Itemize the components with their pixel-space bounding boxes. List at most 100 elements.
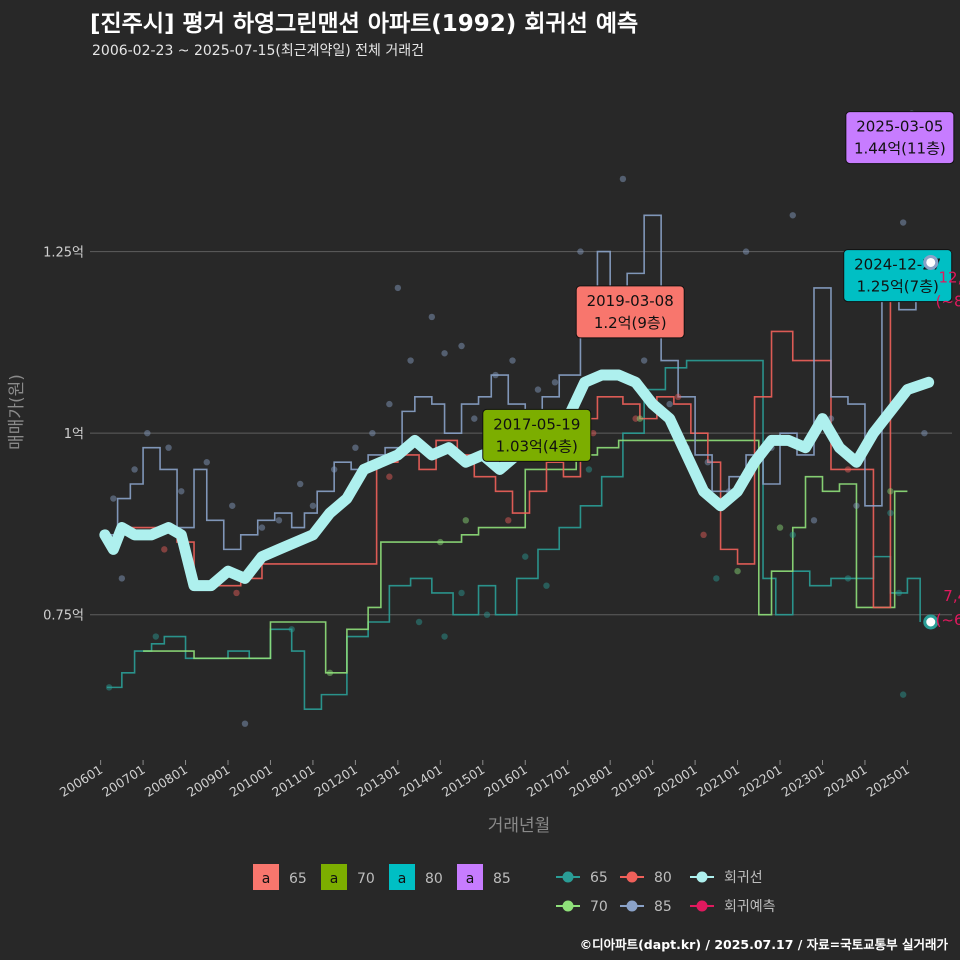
y-tick-label: 0.75억 xyxy=(43,609,84,624)
scatter-point xyxy=(178,488,185,495)
y-axis-ticks: 0.75억 1억 1.25억 xyxy=(43,246,84,624)
x-tick-label: 200801 xyxy=(142,762,190,800)
scatter-point xyxy=(776,524,784,531)
series-lines xyxy=(104,214,926,710)
scatter-point xyxy=(505,517,512,524)
scatter-point xyxy=(534,386,542,393)
scatter-point xyxy=(369,429,376,437)
scatter-point xyxy=(899,691,907,698)
scatter-point xyxy=(233,589,240,597)
scatter-point xyxy=(700,531,707,539)
callout-box xyxy=(845,111,955,165)
series-line-70 xyxy=(143,439,908,674)
scatter-point xyxy=(492,371,499,379)
legend-area-letter: a xyxy=(330,871,339,887)
scatter-point xyxy=(441,350,448,357)
x-tick-label: 202101 xyxy=(694,762,742,800)
callout-value: 1.25억(7층) xyxy=(857,278,939,296)
scatter-point xyxy=(275,517,283,524)
scatter-point xyxy=(640,357,648,364)
x-tick-label: 201001 xyxy=(227,762,275,800)
scatter-point xyxy=(887,509,894,517)
callout-value: 1.2억(9층) xyxy=(594,314,667,332)
callout-value: 1.03억(4층) xyxy=(496,437,578,455)
legend-area-swatch xyxy=(457,864,483,890)
scatter-point xyxy=(352,444,359,451)
legend-series-label: 회귀선 xyxy=(724,870,763,886)
chart-subtitle: 2006-02-23 ~ 2025-07-15(최근계약일) 전체 거래건 xyxy=(92,43,424,59)
scatter-point xyxy=(407,357,414,364)
scatter-point xyxy=(386,400,393,408)
end-value-label: 7,400 xyxy=(943,587,960,605)
callout-box xyxy=(482,408,592,462)
x-tick-label: 201401 xyxy=(396,762,444,800)
scatter-point xyxy=(619,175,627,183)
legend-area-letter: a xyxy=(262,871,271,887)
x-tick-label: 202401 xyxy=(821,762,869,800)
scatter-point xyxy=(713,575,720,582)
legend-series-label: 65 xyxy=(590,870,608,886)
x-tick-label: 201901 xyxy=(609,762,657,800)
scatter-point xyxy=(853,502,860,509)
callout-date: 2019-03-08 xyxy=(587,292,674,310)
scatter-point xyxy=(585,466,593,473)
callout-box xyxy=(575,285,685,339)
scatter-point xyxy=(462,517,469,524)
legend-area-swatch xyxy=(253,864,279,890)
scatter-point xyxy=(241,720,249,727)
scatter-point xyxy=(428,313,436,321)
scatter-point xyxy=(441,633,448,640)
legend-area-letter: a xyxy=(466,871,475,887)
y-tick-label: 1억 xyxy=(64,427,84,442)
legend-area-label: 80 xyxy=(425,871,443,887)
legend-series-dot xyxy=(696,900,708,912)
legend-series-dot xyxy=(562,900,574,912)
legend-series-dot xyxy=(562,871,574,883)
scatter-point xyxy=(458,342,465,350)
end-labels: 12,325 (~85㎡) 7,400 (~65㎡) xyxy=(923,254,960,630)
scatter-point xyxy=(844,466,852,473)
x-tick-label: 201801 xyxy=(566,762,614,800)
scatter-point xyxy=(522,553,529,560)
scatter-point xyxy=(632,415,639,422)
x-tick-label: 202501 xyxy=(864,762,912,800)
y-tick-label: 1.25억 xyxy=(43,246,84,261)
legend-area-label: 65 xyxy=(289,871,307,887)
scatter-point xyxy=(509,357,516,364)
scatter-point xyxy=(483,611,491,618)
scatter-point xyxy=(296,480,304,488)
scatter-point xyxy=(899,219,907,226)
callout-date: 2024-12-27 xyxy=(854,256,941,274)
scatter-point xyxy=(258,524,266,531)
x-tick-label: 200601 xyxy=(57,762,105,800)
scatter-point xyxy=(203,459,210,466)
legend-area-letter: a xyxy=(398,871,407,887)
scatter-point xyxy=(887,488,894,495)
scatter-point xyxy=(144,429,151,437)
scatter-point xyxy=(734,567,741,575)
scatter-point xyxy=(330,466,338,473)
legend-area-swatch xyxy=(321,864,347,890)
legend-series-label: 70 xyxy=(590,899,608,915)
scatter-point xyxy=(742,248,750,255)
scatter-point xyxy=(437,538,444,546)
scatter-point xyxy=(110,495,117,502)
end-area-label: (~65㎡) xyxy=(936,611,960,629)
scatter-point xyxy=(789,212,796,219)
scatter-point xyxy=(543,582,550,589)
x-axis-ticks: 2006012007012008012009012010012011012012… xyxy=(57,760,912,800)
scatter-point xyxy=(394,284,402,292)
end-marker xyxy=(923,614,939,630)
legend-area-label: 70 xyxy=(357,871,375,887)
x-tick-label: 200701 xyxy=(99,762,147,800)
x-tick-label: 201201 xyxy=(312,762,360,800)
end-value-label: 12,325 xyxy=(939,268,960,286)
scatter-point xyxy=(666,400,673,408)
scatter-point xyxy=(229,502,236,509)
end-area-label: (~85㎡) xyxy=(936,292,960,310)
series-line-65 xyxy=(106,359,921,710)
x-tick-label: 202001 xyxy=(651,762,699,800)
scatter-point xyxy=(471,415,478,422)
scatter-point xyxy=(589,429,597,437)
